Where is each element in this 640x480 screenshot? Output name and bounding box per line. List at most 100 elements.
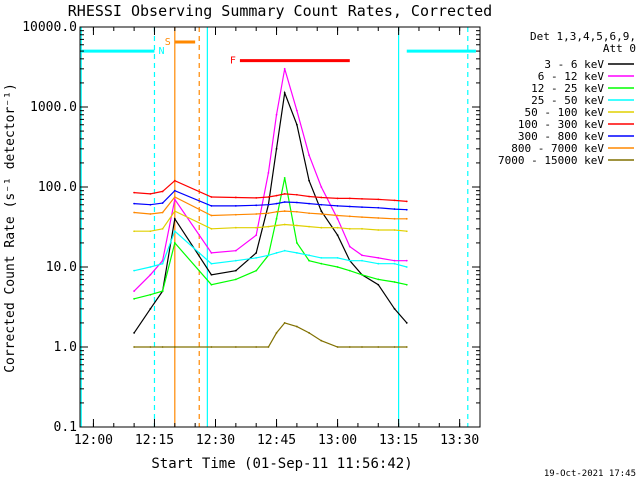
series-1-point-14 <box>348 245 351 248</box>
series-5-point-16 <box>377 198 380 201</box>
series-5-point-15 <box>361 197 363 200</box>
series-7-point-4 <box>210 214 213 217</box>
series-7-point-7 <box>267 212 270 215</box>
series-4-point-9 <box>283 223 286 226</box>
chart-title: RHESSI Observing Summary Count Rates, Co… <box>68 2 492 20</box>
series-0-point-6 <box>255 252 258 254</box>
series-3-point-5 <box>234 259 237 262</box>
series-4-point-18 <box>405 230 408 233</box>
series-6-point-12 <box>320 203 323 206</box>
series-7-point-1 <box>149 213 152 215</box>
series-5-point-18 <box>405 200 408 203</box>
series-5-point-10 <box>295 193 298 196</box>
series-1-point-7 <box>267 172 270 174</box>
series-0-point-9 <box>283 92 286 94</box>
series-5-point-1 <box>149 192 152 195</box>
series-7-point-12 <box>320 213 323 215</box>
series-4-point-16 <box>377 229 380 231</box>
series-8-point-3 <box>173 346 176 348</box>
series-5-point-2 <box>161 190 164 193</box>
x-tick-label-3: 12:45 <box>257 433 296 448</box>
series-5-point-11 <box>308 195 310 198</box>
series-0-point-13 <box>336 234 339 237</box>
series-6-point-17 <box>393 208 396 210</box>
series-5-point-13 <box>336 197 339 200</box>
series-2-point-12 <box>320 262 323 265</box>
series-6-point-5 <box>234 205 237 207</box>
series-7-point-5 <box>234 213 237 216</box>
series-1-point-18 <box>405 259 408 262</box>
series-1-point-12 <box>320 186 323 188</box>
series-3-point-15 <box>361 259 363 262</box>
series-3-point-11 <box>308 254 310 257</box>
series-5-point-14 <box>348 197 351 200</box>
series-6-point-7 <box>267 203 270 206</box>
series-4-point-8 <box>275 224 278 227</box>
series-4-point-3 <box>173 210 176 212</box>
series-1-point-1 <box>149 273 152 276</box>
y-tick-label-5: 10000.0 <box>22 20 77 35</box>
series-1-point-8 <box>275 113 278 116</box>
series-6-point-9 <box>283 201 286 203</box>
series-4-point-5 <box>234 226 237 229</box>
flag-label-s: S <box>165 37 171 48</box>
series-1-point-3 <box>173 198 176 201</box>
series-1-point-0 <box>133 290 136 292</box>
series-5-point-12 <box>320 196 323 199</box>
series-6-point-1 <box>149 203 152 206</box>
series-4-point-6 <box>255 226 258 229</box>
series-8-point-6 <box>255 346 258 348</box>
series-3-point-10 <box>295 252 298 254</box>
x-axis-label: Start Time (01-Sep-11 11:56:42) <box>151 456 412 472</box>
y-tick-label-0: 0.1 <box>54 420 77 435</box>
series-2-point-2 <box>161 290 164 292</box>
series-3-point-2 <box>161 262 164 265</box>
y-tick-label-4: 1000.0 <box>30 100 77 115</box>
series-4-point-2 <box>161 227 164 230</box>
x-tick-label-6: 13:30 <box>440 433 479 448</box>
series-0-point-4 <box>210 273 213 276</box>
series-7-point-11 <box>308 212 310 215</box>
series-1-point-11 <box>308 154 310 157</box>
series-0-point-5 <box>234 269 237 272</box>
series-3-point-1 <box>149 266 152 268</box>
x-tick-label-4: 13:00 <box>318 433 357 448</box>
series-1-point-10 <box>295 109 298 112</box>
series-0-point-11 <box>308 179 310 182</box>
series-5-point-7 <box>267 196 270 198</box>
series-5-point-0 <box>133 191 136 194</box>
series-1-point-9 <box>283 67 286 70</box>
series-7-point-13 <box>336 214 339 217</box>
series-3-point-9 <box>283 249 286 252</box>
series-7-point-6 <box>255 213 258 215</box>
series-6-point-0 <box>133 202 136 205</box>
plot-frame <box>79 26 481 428</box>
series-4-point-12 <box>320 226 323 229</box>
series-7-point-17 <box>393 217 396 220</box>
series-5-point-6 <box>255 197 258 199</box>
series-2-point-11 <box>308 259 310 262</box>
series-7-point-2 <box>161 211 164 214</box>
series-6-point-8 <box>275 202 278 205</box>
series-4-point-7 <box>267 225 270 228</box>
legend-label-5: 100 - 300 keV <box>518 118 604 131</box>
series-8-point-7 <box>267 346 270 348</box>
series-0-point-1 <box>149 307 152 310</box>
series-4-point-1 <box>149 230 152 233</box>
series-8-point-1 <box>149 346 152 348</box>
series-4-point-10 <box>295 224 298 227</box>
series-2-point-9 <box>283 176 286 179</box>
series-5-point-9 <box>283 192 286 195</box>
series-1-point-16 <box>377 256 380 259</box>
series-5-point-3 <box>173 179 176 182</box>
series-3-point-6 <box>255 256 258 259</box>
series-3-point-18 <box>405 266 408 268</box>
legend-label-0: 3 - 6 keV <box>544 58 604 71</box>
series-1-point-5 <box>234 249 237 252</box>
legend-label-2: 12 - 25 keV <box>531 82 604 95</box>
series-6-point-2 <box>161 202 164 204</box>
series-0-point-0 <box>133 332 136 334</box>
series-8-point-5 <box>234 346 237 348</box>
